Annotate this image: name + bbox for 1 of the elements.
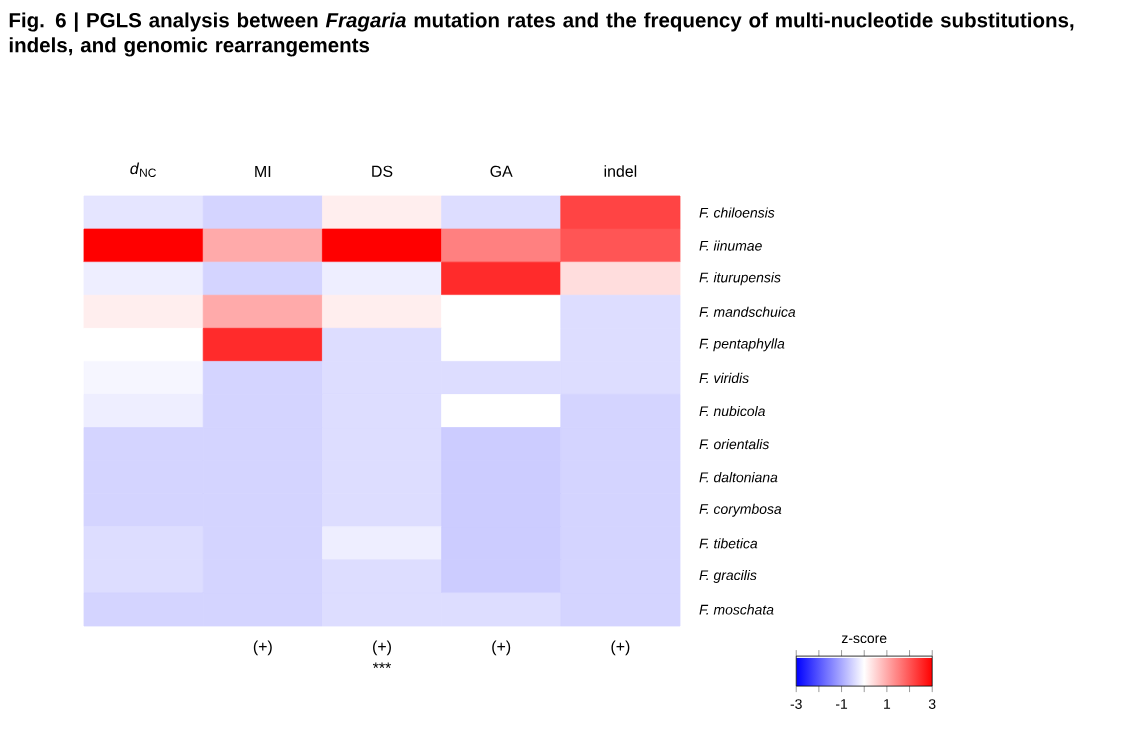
chart-title: Fig. 6 | PGLS analysis between Fragaria mutation rates and the frequency of multi-nucleotide substitutions, indels, and genomic rearrangements xyxy=(9,12,1074,57)
